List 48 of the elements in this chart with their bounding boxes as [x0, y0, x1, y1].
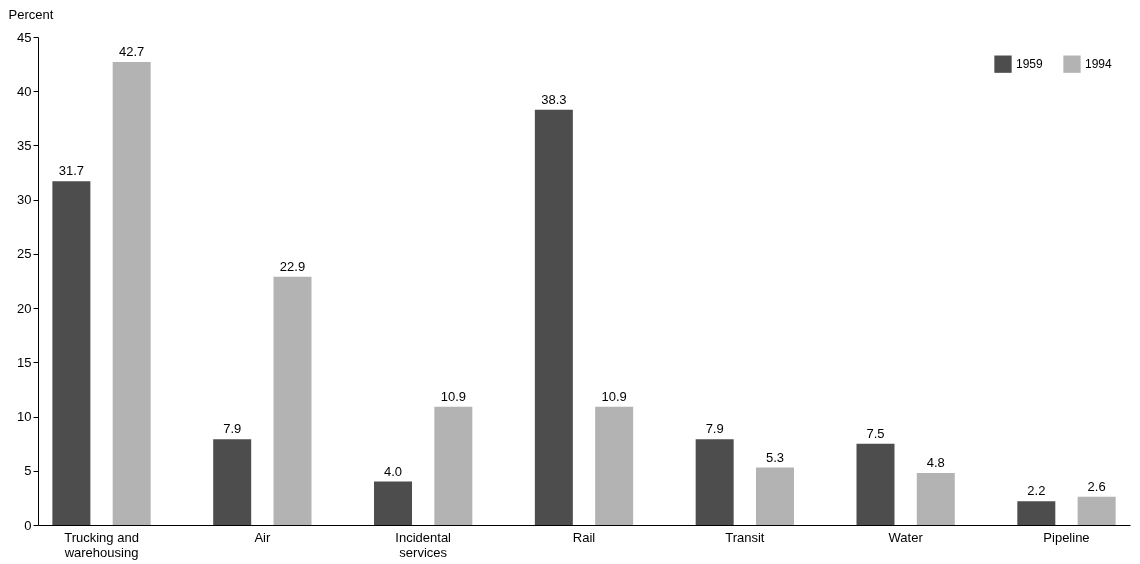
data-label: 10.9	[440, 388, 466, 404]
data-label: 2.2	[1027, 483, 1046, 499]
x-tick-label: Rail	[572, 529, 596, 545]
data-label: 4.0	[383, 463, 403, 479]
legend-label: 1959	[1016, 57, 1044, 72]
y-tick-label: 40	[17, 83, 32, 99]
data-label: 2.6	[1087, 478, 1106, 494]
y-tick-label: 15	[17, 354, 32, 370]
bar	[595, 406, 634, 525]
y-axis-title: Percent	[8, 6, 54, 22]
bar	[434, 406, 473, 525]
x-tick-label: Pipeline	[1043, 529, 1090, 545]
data-label: 10.9	[601, 388, 627, 404]
bar	[1077, 496, 1116, 525]
y-tick-label: 35	[17, 137, 32, 153]
data-label: 38.3	[541, 91, 567, 107]
bar	[112, 61, 151, 525]
bar	[534, 109, 573, 525]
data-label: 7.9	[223, 421, 242, 437]
data-label: 4.8	[926, 454, 945, 470]
bar	[273, 276, 312, 525]
data-label: 7.5	[866, 425, 885, 441]
y-tick-label: 0	[24, 517, 32, 533]
data-label: 31.7	[58, 163, 85, 179]
x-tick-label: Transit	[725, 529, 765, 545]
y-tick-label: 10	[17, 409, 32, 425]
y-tick-label: 5	[24, 463, 32, 479]
bar	[695, 439, 734, 525]
bar	[213, 439, 252, 525]
data-label: 22.9	[279, 258, 306, 274]
x-tick-label: Incidental services	[395, 529, 452, 560]
bar	[916, 472, 955, 525]
data-label: 5.3	[765, 449, 785, 465]
bar	[1017, 501, 1056, 525]
bar	[755, 467, 794, 525]
bar	[856, 443, 895, 525]
data-label: 42.7	[119, 43, 145, 59]
legend-label: 1994	[1085, 57, 1113, 72]
y-tick-label: 20	[17, 300, 32, 316]
x-tick-label: Air	[254, 529, 271, 545]
y-tick-label: 25	[17, 246, 32, 262]
y-tick-label: 30	[17, 192, 32, 208]
data-label: 7.9	[705, 421, 724, 437]
x-tick-label: Water	[888, 529, 924, 545]
x-tick-label: Trucking and warehousing	[63, 529, 139, 560]
y-tick-label: 45	[17, 29, 32, 45]
bar	[52, 181, 91, 525]
bar	[374, 481, 413, 525]
